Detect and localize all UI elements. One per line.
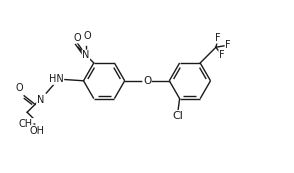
Text: N: N [82,50,90,60]
Text: F: F [219,50,224,60]
Text: O: O [16,83,23,93]
Text: N: N [37,95,44,105]
Text: O: O [83,31,91,42]
Text: O: O [143,76,151,86]
Text: HN: HN [49,74,64,84]
Text: OH: OH [30,126,45,136]
Text: O: O [74,33,81,43]
Text: Cl: Cl [173,111,184,121]
Text: CH₃: CH₃ [18,119,36,129]
Text: F: F [216,33,221,43]
Text: F: F [225,40,231,50]
